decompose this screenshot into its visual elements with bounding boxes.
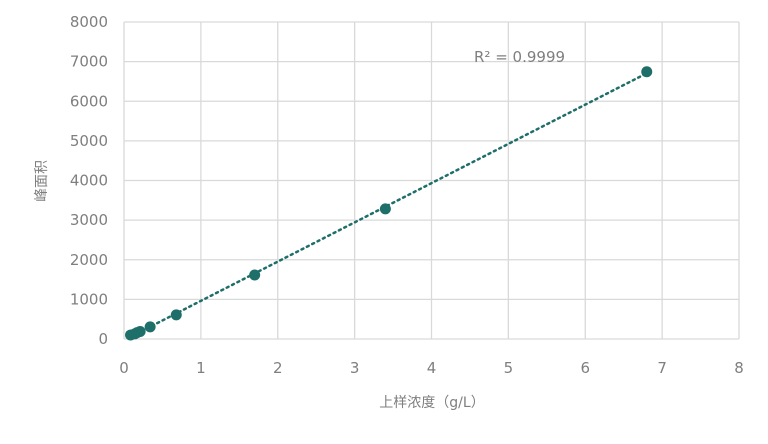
y-tick-label: 1000 (70, 290, 108, 308)
y-tick-label: 8000 (70, 13, 108, 31)
y-tick-label: 6000 (70, 92, 108, 110)
y-tick-label: 7000 (70, 53, 108, 71)
data-point (170, 309, 182, 321)
x-tick-label: 4 (427, 359, 437, 377)
y-tick-labels: 0 1000 2000 3000 4000 5000 6000 7000 8000 (70, 13, 108, 348)
r2-annotation: R² = 0.9999 (474, 48, 565, 66)
x-tick-label: 7 (657, 359, 667, 377)
data-point (144, 321, 156, 333)
y-tick-label: 0 (98, 330, 108, 348)
x-axis-label: 上样浓度（g/L） (379, 395, 484, 411)
gridlines (123, 21, 740, 340)
x-tick-labels: 0 1 2 3 4 5 6 7 8 (119, 359, 744, 377)
data-point (134, 325, 146, 337)
y-axis-label: 峰面积 (34, 160, 50, 202)
x-tick-label: 6 (580, 359, 590, 377)
data-point (379, 203, 391, 215)
x-tick-label: 3 (350, 359, 360, 377)
data-point (641, 66, 653, 78)
y-tick-label: 3000 (70, 211, 108, 229)
x-tick-label: 1 (196, 359, 206, 377)
x-tick-label: 2 (273, 359, 283, 377)
data-point (249, 269, 261, 281)
y-tick-label: 2000 (70, 251, 108, 269)
x-tick-label: 5 (504, 359, 514, 377)
y-tick-label: 4000 (70, 172, 108, 190)
y-tick-label: 5000 (70, 132, 108, 150)
x-tick-label: 0 (119, 359, 129, 377)
data-points (125, 66, 653, 341)
x-tick-label: 8 (734, 359, 744, 377)
